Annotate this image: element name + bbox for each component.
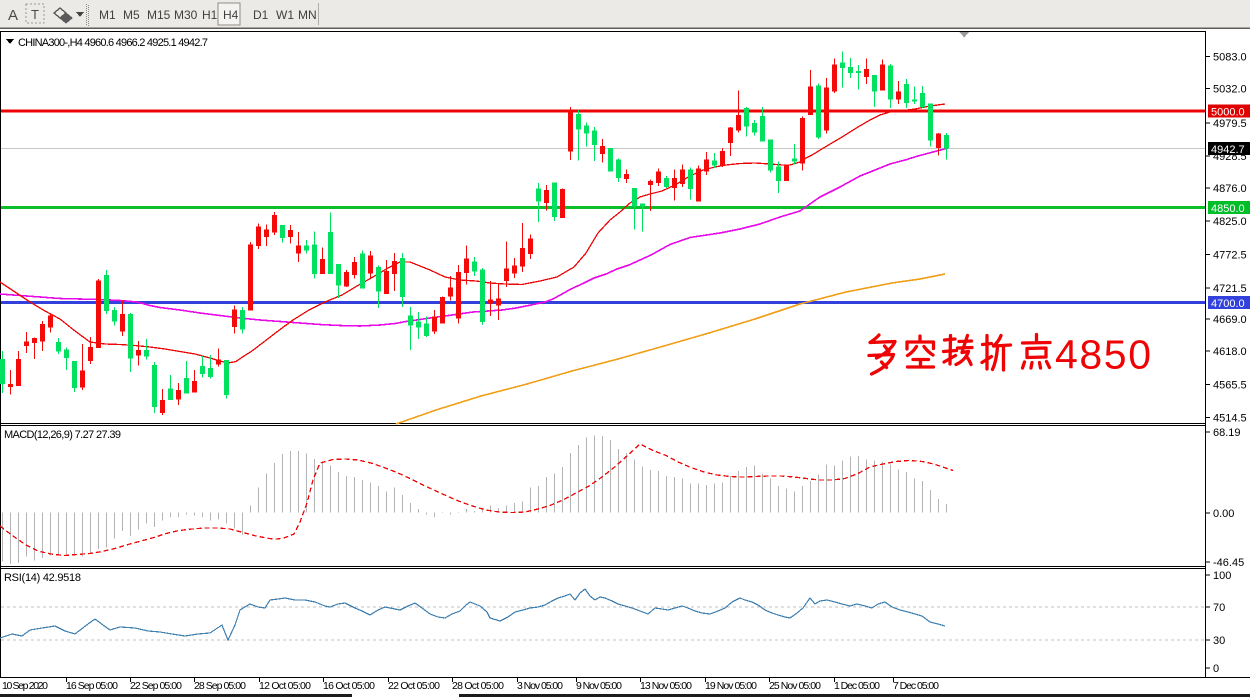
- svg-text:M30: M30: [174, 8, 198, 22]
- svg-text:T: T: [31, 7, 39, 22]
- svg-text:30: 30: [1213, 635, 1225, 647]
- svg-text:0: 0: [1213, 663, 1219, 675]
- svg-text:5032.0: 5032.0: [1213, 84, 1247, 96]
- svg-text:M1: M1: [99, 8, 116, 22]
- svg-text:M5: M5: [123, 8, 140, 22]
- svg-text:H4: H4: [223, 8, 239, 22]
- svg-text:5083.0: 5083.0: [1213, 51, 1247, 63]
- svg-text:M15: M15: [147, 8, 171, 22]
- svg-text:4514.5: 4514.5: [1213, 412, 1247, 424]
- svg-text:4979.5: 4979.5: [1213, 118, 1247, 130]
- svg-text:0.00: 0.00: [1213, 508, 1234, 520]
- svg-text:4565.5: 4565.5: [1213, 380, 1247, 392]
- svg-text:4618.0: 4618.0: [1213, 346, 1247, 358]
- svg-text:70: 70: [1213, 602, 1225, 614]
- svg-text:10 Sep 2020: 10 Sep 2020: [2, 680, 48, 692]
- svg-text:-46.45: -46.45: [1213, 557, 1244, 569]
- svg-text:19 Nov 05:00: 19 Nov 05:00: [705, 680, 757, 692]
- svg-text:25 Nov 05:00: 25 Nov 05:00: [769, 680, 821, 692]
- svg-text:4700.0: 4700.0: [1211, 298, 1245, 310]
- svg-text:13 Nov 05:00: 13 Nov 05:00: [640, 680, 692, 692]
- svg-text:CHINA300-,H4 4960.6 4966.2 49: CHINA300-,H4 4960.6 4966.2 4925.1 4942.7: [18, 37, 208, 49]
- svg-text:4772.5: 4772.5: [1213, 249, 1247, 261]
- svg-text:28 Sep 05:00: 28 Sep 05:00: [194, 680, 246, 692]
- svg-text:RSI(14) 42.9518: RSI(14) 42.9518: [4, 572, 81, 584]
- svg-text:H1: H1: [202, 8, 218, 22]
- svg-text:12 Oct 05:00: 12 Oct 05:00: [259, 680, 311, 692]
- svg-text:7 Dec 05:00: 7 Dec 05:00: [893, 680, 939, 692]
- svg-text:MN: MN: [298, 8, 317, 22]
- svg-text:4669.0: 4669.0: [1213, 314, 1247, 326]
- svg-text:28 Oct 05:00: 28 Oct 05:00: [452, 680, 504, 692]
- svg-text:3 Nov 05:00: 3 Nov 05:00: [517, 680, 563, 692]
- svg-text:4850: 4850: [1055, 332, 1151, 378]
- svg-text:4850.0: 4850.0: [1211, 203, 1245, 215]
- svg-text:5000.0: 5000.0: [1211, 107, 1245, 119]
- svg-text:1 Dec 05:00: 1 Dec 05:00: [834, 680, 880, 692]
- svg-text:16 Sep 05:00: 16 Sep 05:00: [66, 680, 118, 692]
- svg-text:D1: D1: [253, 8, 269, 22]
- svg-text:68.19: 68.19: [1213, 427, 1241, 439]
- svg-text:MACD(12,26,9) 7.27 27.39: MACD(12,26,9) 7.27 27.39: [4, 429, 121, 441]
- svg-text:22 Sep 05:00: 22 Sep 05:00: [130, 680, 182, 692]
- svg-text:4825.0: 4825.0: [1213, 216, 1247, 228]
- svg-text:W1: W1: [276, 8, 294, 22]
- svg-text:100: 100: [1213, 570, 1231, 582]
- svg-text:A: A: [8, 7, 18, 24]
- svg-text:16 Oct 05:00: 16 Oct 05:00: [323, 680, 375, 692]
- svg-text:4721.5: 4721.5: [1213, 283, 1247, 295]
- svg-text:4942.7: 4942.7: [1211, 144, 1245, 156]
- svg-text:22 Oct 05:00: 22 Oct 05:00: [388, 680, 440, 692]
- svg-text:4876.0: 4876.0: [1213, 183, 1247, 195]
- svg-text:9 Nov 05:00: 9 Nov 05:00: [576, 680, 622, 692]
